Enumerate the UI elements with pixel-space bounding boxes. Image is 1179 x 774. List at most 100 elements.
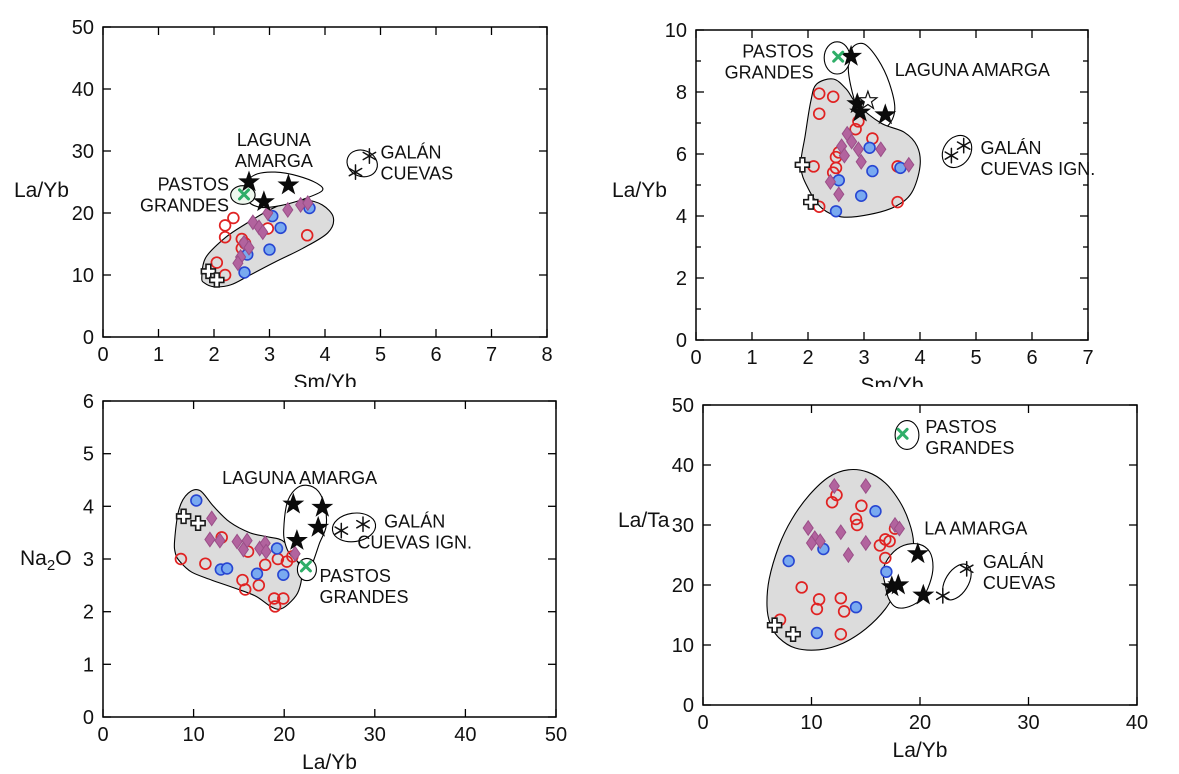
black-star-point — [840, 44, 863, 66]
axis-ticks — [702, 404, 1138, 706]
tick-labels: 0 10 20 30 40 0 10 20 30 40 50 — [672, 395, 1148, 734]
svg-text:50: 50 — [545, 724, 567, 746]
asterisk-point — [356, 516, 370, 533]
purple-diamond-point — [257, 224, 269, 241]
svg-text:10: 10 — [72, 265, 94, 287]
series-blue-filled-circle — [190, 494, 290, 582]
laguna-amarga-label: LAGUNA AMARGA — [895, 60, 1050, 80]
svg-text:50: 50 — [72, 17, 94, 39]
series-purple-diamond — [802, 477, 906, 564]
svg-text:6: 6 — [83, 391, 94, 413]
black-star-point — [906, 542, 929, 564]
laguna-amarga-label: LAGUNA AMARGA — [235, 130, 313, 171]
purple-diamond-point — [802, 519, 814, 537]
series-white-cross — [200, 263, 225, 288]
red-open-circle-point — [826, 90, 840, 103]
red-open-circle-point — [795, 581, 808, 594]
tick-labels: 0 10 20 30 40 50 0 1 2 3 4 5 6 — [83, 391, 567, 746]
purple-diamond-point — [860, 477, 872, 495]
purple-diamond-point — [835, 524, 847, 541]
x-axis-label: La/Yb — [893, 739, 948, 762]
blue-circle-point — [238, 266, 251, 279]
purple-diamond-point — [289, 545, 301, 562]
series-green-x — [832, 50, 845, 63]
svg-text:6: 6 — [1026, 347, 1037, 369]
svg-text:2: 2 — [802, 347, 813, 369]
y-axis-label: La/Ta — [618, 509, 670, 532]
svg-text:10: 10 — [665, 20, 687, 42]
svg-text:6: 6 — [676, 144, 687, 166]
red-open-circle-point — [879, 551, 892, 565]
series-asterisk — [935, 560, 974, 604]
chart-top-right: 0 1 2 3 4 5 6 7 0 2 4 6 8 10 Sm/Yb La/Yb PASTOS GRANDES LA… — [612, 20, 1095, 387]
svg-text:5: 5 — [83, 444, 94, 466]
blue-circle-point — [190, 494, 203, 507]
purple-diamond-point — [855, 153, 867, 170]
svg-text:4: 4 — [83, 496, 94, 518]
asterisk-point — [935, 587, 950, 604]
red-open-circle-point — [855, 499, 868, 513]
purple-diamond-point — [814, 533, 826, 550]
black-star-point — [311, 495, 334, 517]
blue-circle-point — [270, 542, 284, 555]
pastos-grandes-label: PASTOS GRANDES — [725, 41, 814, 82]
svg-text:5: 5 — [375, 344, 386, 366]
svg-text:7: 7 — [486, 344, 497, 366]
chart-top-left: 0 1 2 3 4 5 6 7 8 0 10 20 30 40 50 Sm/Yb La/Yb LAGUNA AMAR… — [14, 17, 553, 387]
axis-ticks — [695, 29, 1089, 341]
svg-text:0: 0 — [697, 712, 708, 734]
purple-diamond-point — [302, 195, 314, 212]
pastos-grandes-label: PASTOS GRANDES — [140, 175, 229, 216]
red-open-circle-point — [849, 512, 863, 526]
y-axis-label: La/Yb — [612, 179, 667, 202]
purple-diamond-point — [206, 510, 218, 527]
svg-text:0: 0 — [676, 330, 687, 352]
svg-text:20: 20 — [672, 575, 694, 597]
open-star-point — [857, 89, 879, 110]
svg-text:40: 40 — [72, 79, 94, 101]
blue-circle-point — [866, 164, 879, 178]
series-white-cross — [175, 508, 206, 531]
svg-text:0: 0 — [97, 344, 108, 366]
white-cross-point — [209, 272, 225, 288]
purple-diamond-point — [824, 173, 837, 190]
purple-diamond-point — [860, 534, 872, 552]
white-cross-point — [766, 617, 783, 633]
purple-diamond-point — [214, 532, 226, 549]
red-open-circle-point — [300, 229, 314, 242]
red-open-circle-point — [268, 600, 282, 613]
white-cross-point — [190, 515, 206, 531]
svg-text:5: 5 — [970, 347, 981, 369]
red-open-circle-point — [174, 552, 188, 566]
purple-diamond-point — [828, 477, 840, 495]
svg-text:40: 40 — [672, 455, 694, 477]
green-x-point — [238, 188, 250, 201]
red-open-circle-point — [834, 591, 848, 605]
red-open-circle-point — [812, 87, 826, 100]
red-open-circle-point — [218, 219, 232, 232]
pastos-grandes-label: PASTOS GRANDES — [320, 566, 409, 607]
series-purple-diamond — [232, 195, 314, 272]
purple-diamond-point — [282, 201, 294, 218]
x-axis-label: Sm/Yb — [293, 371, 356, 387]
white-cross-point — [794, 157, 811, 173]
svg-text:20: 20 — [909, 712, 931, 734]
tick-labels: 0 1 2 3 4 5 6 7 8 0 10 20 30 40 50 — [72, 17, 553, 366]
series-black-star — [282, 492, 334, 550]
red-open-circle-point — [210, 256, 224, 269]
purple-diamond-point — [833, 186, 845, 203]
svg-text:7: 7 — [1082, 347, 1093, 369]
red-open-circle-point — [850, 518, 864, 532]
blue-circle-point — [829, 205, 843, 218]
svg-text:6: 6 — [430, 344, 441, 366]
red-open-circle-point — [849, 122, 862, 136]
purple-diamond-point — [852, 141, 865, 158]
blue-circle-point — [810, 626, 824, 640]
purple-diamond-point — [260, 543, 272, 560]
svg-text:50: 50 — [672, 395, 694, 417]
axis-ticks — [102, 26, 548, 338]
black-star-point — [912, 583, 935, 605]
pastos-grandes-label: PASTOS GRANDES — [925, 417, 1014, 458]
purple-diamond-point — [204, 531, 216, 548]
